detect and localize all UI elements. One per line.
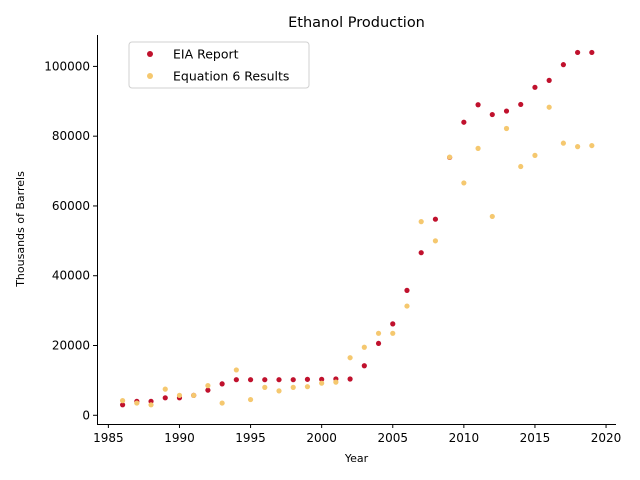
- point-eia-report: [575, 49, 581, 56]
- point-equation-6-results: [262, 384, 268, 390]
- point-equation-6-results: [489, 213, 495, 220]
- point-eia-report: [404, 287, 410, 293]
- point-equation-6-results: [432, 238, 439, 244]
- point-eia-report: [219, 381, 225, 387]
- legend-label-equation-6-results: Equation 6 Results: [173, 69, 289, 84]
- x-tick-label: 2020: [591, 431, 622, 445]
- point-eia-report: [233, 377, 239, 383]
- point-equation-6-results: [119, 398, 126, 404]
- points-layer: [119, 49, 595, 408]
- point-equation-6-results: [304, 384, 311, 390]
- x-axis-label: Year: [344, 452, 369, 465]
- point-equation-6-results: [247, 396, 254, 403]
- x-ticks: 1985 1990 1995 2000 2005 2010 2015 2020: [93, 424, 621, 445]
- point-eia-report: [589, 49, 595, 56]
- point-equation-6-results: [447, 154, 453, 160]
- point-equation-6-results: [418, 219, 424, 225]
- y-tick-label: 100000: [44, 59, 90, 73]
- point-equation-6-results: [162, 386, 168, 392]
- point-equation-6-results: [219, 400, 225, 406]
- point-eia-report: [347, 376, 353, 382]
- x-tick-label: 2010: [449, 431, 480, 445]
- point-eia-report: [304, 376, 311, 382]
- legend-marker-equation-6-results: [147, 73, 153, 79]
- point-equation-6-results: [503, 125, 510, 132]
- point-equation-6-results: [176, 392, 183, 398]
- point-equation-6-results: [276, 388, 282, 394]
- point-equation-6-results: [319, 380, 325, 386]
- point-eia-report: [290, 377, 296, 383]
- point-equation-6-results: [404, 303, 410, 309]
- point-equation-6-results: [134, 400, 140, 406]
- legend-box: [128, 41, 310, 89]
- y-ticks: 0 20000 40000 60000 80000 100000: [44, 59, 97, 422]
- point-eia-report: [532, 84, 538, 90]
- point-eia-report: [319, 376, 325, 382]
- point-equation-6-results: [148, 402, 154, 408]
- x-tick-label: 2000: [306, 431, 337, 445]
- point-eia-report: [390, 321, 396, 327]
- point-equation-6-results: [333, 379, 339, 385]
- point-eia-report: [375, 340, 382, 347]
- point-eia-report: [489, 111, 495, 118]
- x-tick-label: 1995: [235, 431, 266, 445]
- x-tick-label: 2005: [377, 431, 408, 445]
- point-eia-report: [262, 377, 268, 383]
- point-equation-6-results: [375, 330, 382, 336]
- point-eia-report: [461, 119, 467, 125]
- point-equation-6-results: [390, 330, 396, 336]
- point-equation-6-results: [461, 180, 467, 186]
- point-equation-6-results: [191, 392, 197, 398]
- point-equation-6-results: [575, 144, 581, 150]
- legend-label-eia-report: EIA Report: [173, 47, 239, 62]
- chart-title: Ethanol Production: [288, 15, 425, 31]
- point-equation-6-results: [560, 140, 566, 146]
- point-eia-report: [503, 108, 510, 114]
- point-eia-report: [361, 363, 367, 369]
- point-equation-6-results: [532, 152, 538, 158]
- x-tick-label: 2015: [520, 431, 551, 445]
- point-equation-6-results: [233, 367, 239, 373]
- point-eia-report: [546, 77, 552, 83]
- y-tick-label: 60000: [52, 199, 90, 213]
- point-equation-6-results: [589, 142, 595, 149]
- point-eia-report: [276, 377, 282, 383]
- point-equation-6-results: [518, 163, 524, 170]
- legend-marker-eia-report: [147, 51, 153, 57]
- point-equation-6-results: [475, 145, 481, 151]
- point-eia-report: [418, 250, 424, 256]
- y-tick-label: 20000: [52, 339, 90, 353]
- point-eia-report: [205, 387, 211, 393]
- point-equation-6-results: [361, 344, 367, 350]
- point-eia-report: [119, 402, 126, 408]
- point-eia-report: [162, 395, 168, 401]
- point-equation-6-results: [290, 384, 296, 390]
- y-tick-label: 0: [82, 408, 90, 422]
- point-eia-report: [432, 216, 439, 222]
- point-eia-report: [518, 101, 524, 108]
- point-equation-6-results: [205, 383, 211, 389]
- y-tick-label: 80000: [52, 129, 90, 143]
- y-tick-label: 40000: [52, 269, 90, 283]
- legend: EIA Report Equation 6 Results: [128, 41, 310, 89]
- x-tick-label: 1985: [93, 431, 124, 445]
- point-eia-report: [247, 377, 254, 383]
- point-eia-report: [560, 62, 566, 68]
- point-eia-report: [475, 102, 481, 108]
- point-equation-6-results: [347, 355, 353, 361]
- x-tick-label: 1990: [164, 431, 195, 445]
- y-axis-label: Thousands of Barrels: [14, 171, 27, 288]
- point-equation-6-results: [546, 104, 552, 110]
